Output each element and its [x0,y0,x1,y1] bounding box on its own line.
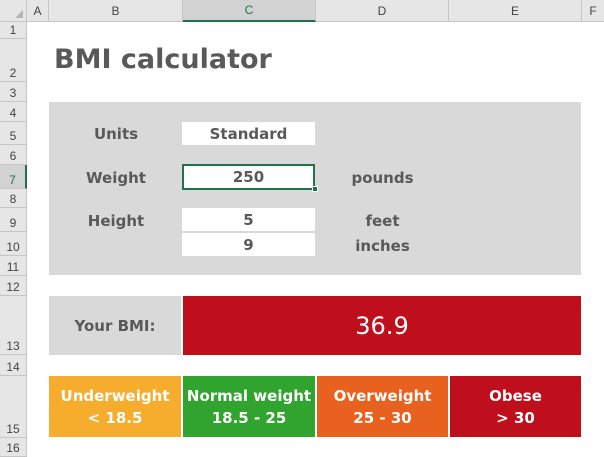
category-overweight-name: Overweight [333,386,432,405]
row-header-4[interactable]: 4 [0,102,27,122]
category-normal-weight-range: 18.5 - 25 [211,408,287,427]
select-all-triangle-icon [15,10,23,18]
column-header-b[interactable]: B [49,0,183,22]
weight-label: Weight [86,169,146,187]
units-cell[interactable]: Standard [182,122,315,145]
category-normal-weight-name: Normal weight [186,386,312,405]
row-header-15[interactable]: 15 [0,376,27,438]
category-underweight-range: < 18.5 [87,408,143,427]
units-label: Units [93,125,139,143]
category-underweight-name: Underweight [60,386,170,405]
height-feet-cell[interactable]: 5 [182,208,315,231]
row-header-10[interactable]: 10 [0,232,27,256]
height-feet-unit-label: feet [365,212,400,230]
column-header-c[interactable]: C [183,0,316,22]
height-label: Height [87,212,145,230]
row-header-13[interactable]: 13 [0,296,27,355]
weight-unit-label: pounds [351,169,414,187]
column-header-a[interactable]: A [27,0,49,22]
page-title: BMI calculator [54,44,272,75]
row-header-14[interactable]: 14 [0,355,27,376]
row-header-16[interactable]: 16 [0,438,27,457]
row-header-9[interactable]: 9 [0,208,27,232]
category-obese-range: > 30 [496,408,535,427]
column-header-e[interactable]: E [449,0,582,22]
select-all-corner[interactable] [0,0,27,22]
your-bmi-label: Your BMI: [49,296,181,355]
row-header-6[interactable]: 6 [0,145,27,165]
height-inches-unit-label: inches [355,237,410,255]
column-header-d[interactable]: D [316,0,449,22]
category-overweight[interactable]: Overweight 25 - 30 [317,376,448,437]
row-header-2[interactable]: 2 [0,39,27,82]
row-header-5[interactable]: 5 [0,122,27,145]
category-obese-name: Obese [489,386,542,405]
row-header-1[interactable]: 1 [0,22,27,39]
category-normal-weight[interactable]: Normal weight 18.5 - 25 [183,376,315,437]
fill-handle[interactable] [312,186,318,192]
bmi-result-value[interactable]: 36.9 [183,296,581,355]
row-header-3[interactable]: 3 [0,82,27,102]
column-header-f[interactable]: F [582,0,604,22]
row-header-12[interactable]: 12 [0,276,27,296]
height-inches-cell[interactable]: 9 [182,233,315,256]
row-header-7[interactable]: 7 [0,165,27,189]
category-underweight[interactable]: Underweight < 18.5 [49,376,181,437]
category-obese[interactable]: Obese > 30 [450,376,581,437]
row-header-8[interactable]: 8 [0,189,27,208]
row-header-11[interactable]: 11 [0,256,27,276]
category-overweight-range: 25 - 30 [353,408,412,427]
weight-input-cell[interactable]: 250 [182,164,315,190]
